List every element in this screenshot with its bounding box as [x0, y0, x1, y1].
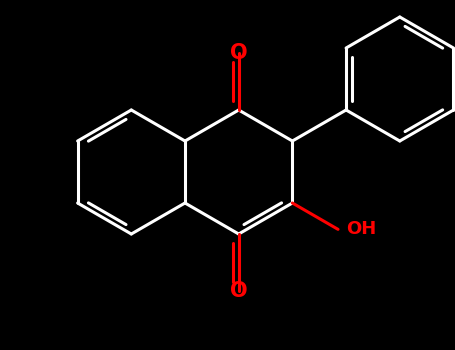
Text: O: O — [230, 43, 248, 63]
Text: OH: OH — [346, 220, 376, 238]
Text: O: O — [230, 281, 248, 301]
